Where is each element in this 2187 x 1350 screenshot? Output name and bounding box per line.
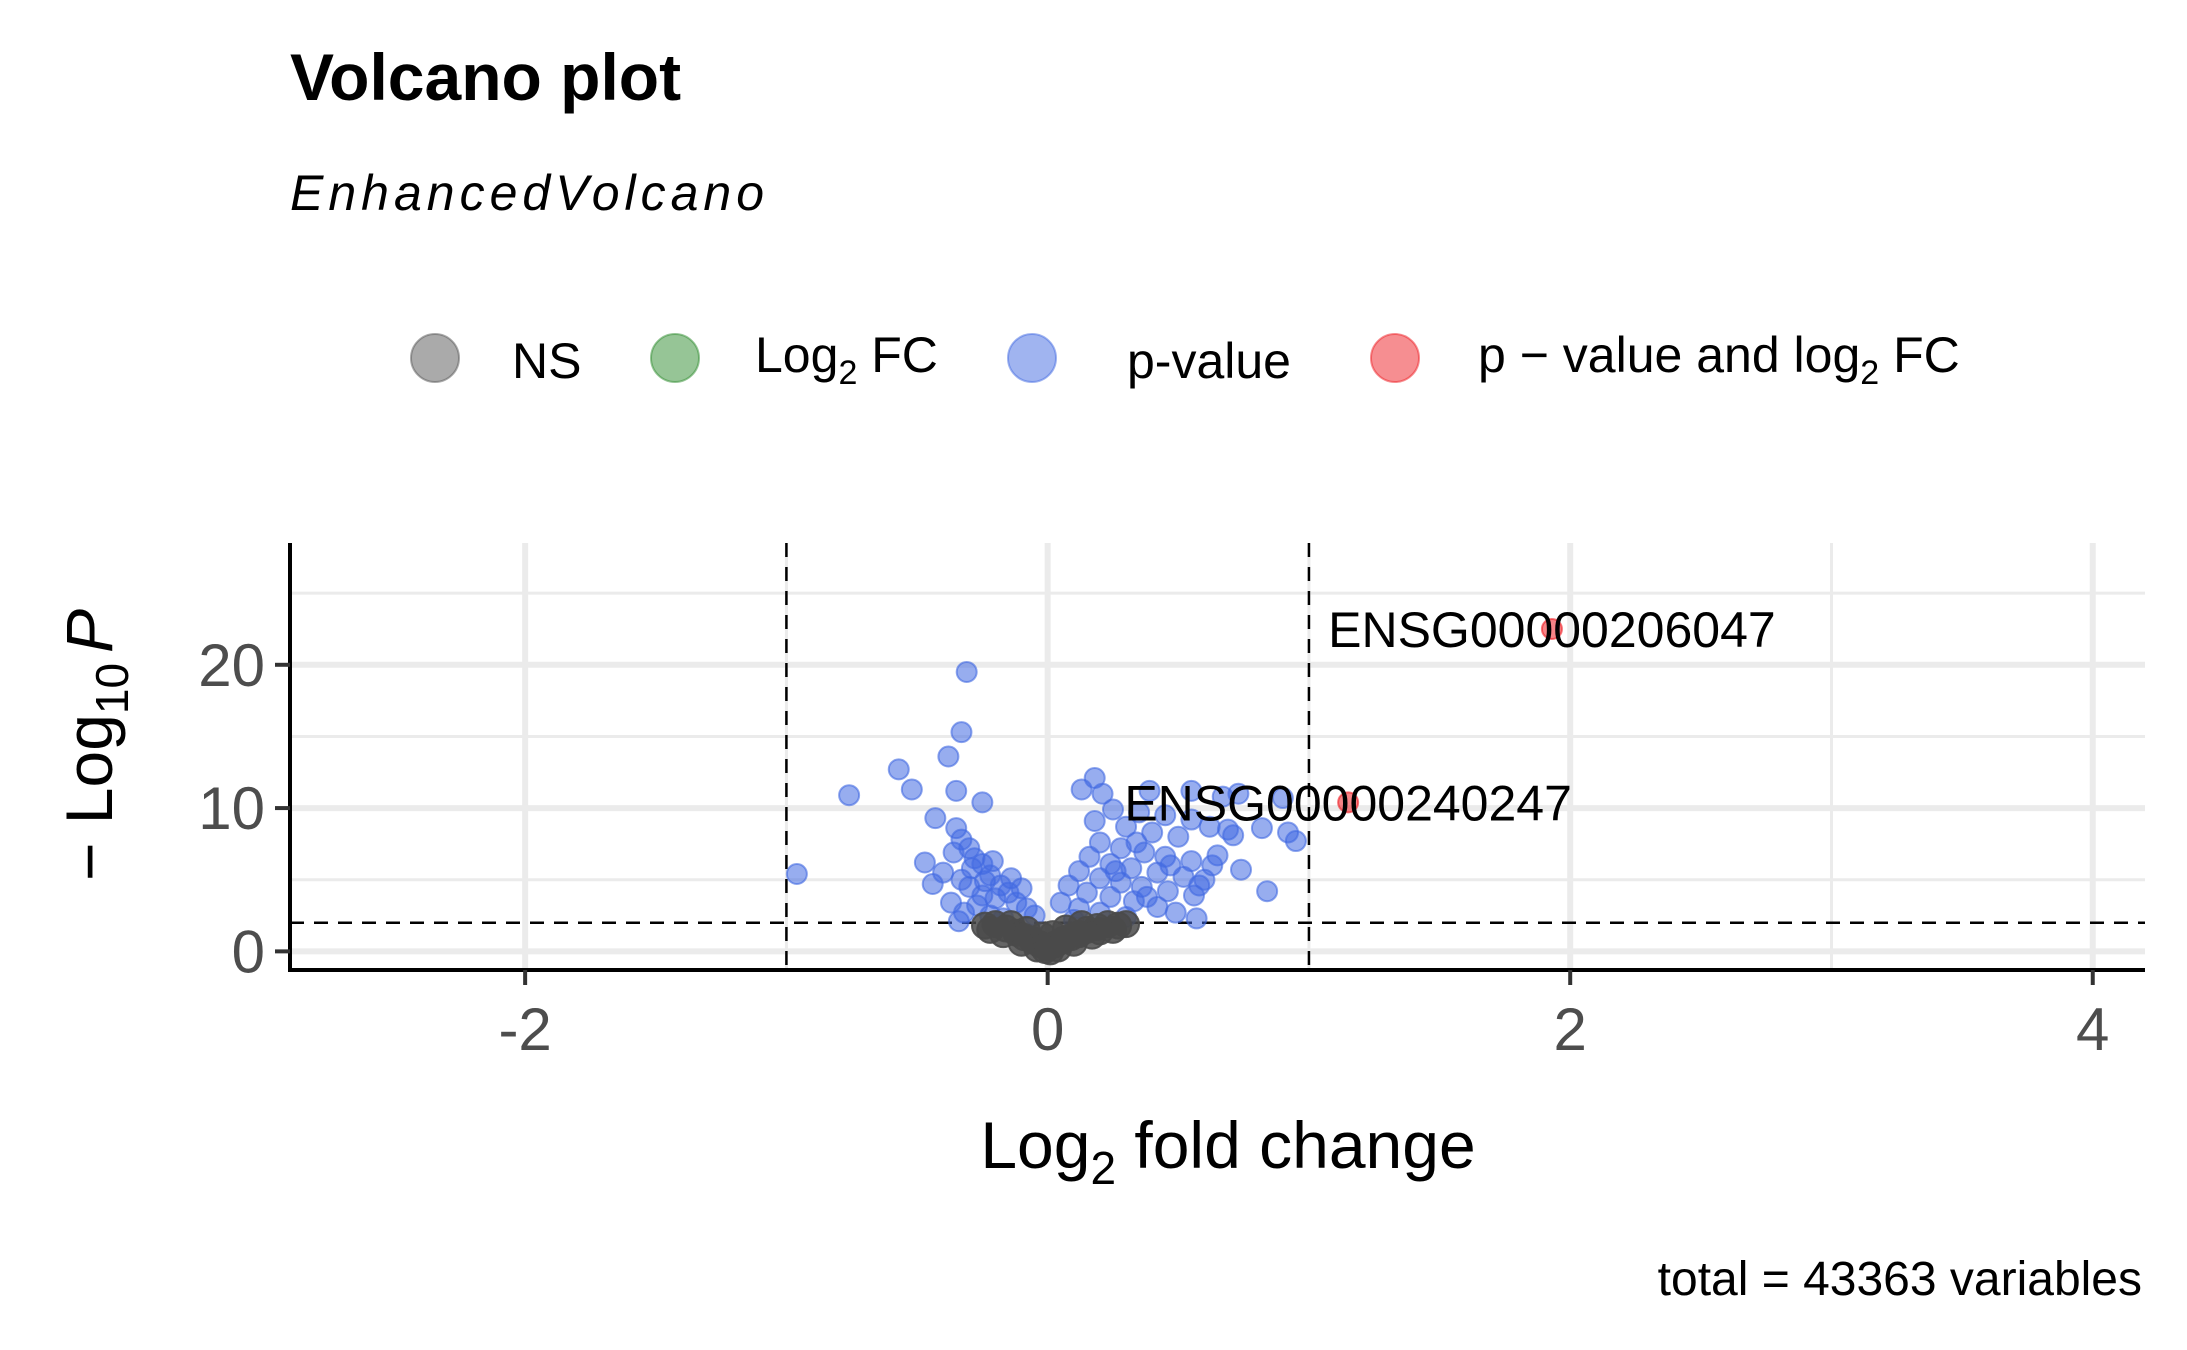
point-ns bbox=[1098, 915, 1127, 944]
legend-label-pvalue-and-log2fc-main: p − value and log bbox=[1478, 327, 1860, 383]
point-pvalue bbox=[1154, 804, 1177, 827]
point-labels: ENSG00000206047 ENSG00000240247 bbox=[1124, 602, 1775, 831]
point-pvalue bbox=[921, 873, 944, 896]
point-pvalue bbox=[1135, 885, 1158, 908]
y-tick-label: 20 bbox=[198, 632, 265, 699]
legend-label-pvalue-and-log2fc-rest: FC bbox=[1879, 327, 1960, 383]
legend-label-log2fc: Log2 FC bbox=[755, 327, 938, 392]
point-pvalue bbox=[1250, 817, 1273, 840]
x-tick-label: 2 bbox=[1554, 996, 1587, 1063]
chart-subtitle: EnhancedVolcano bbox=[290, 165, 769, 221]
cutoff-lines bbox=[290, 543, 2145, 970]
point-pvalue bbox=[1230, 858, 1253, 881]
legend-key-log2fc bbox=[650, 333, 700, 383]
legend: NS Log2 FC p-value p − value and log2 FC bbox=[410, 327, 1960, 392]
legend-label-pvalue-and-log2fc: p − value and log2 FC bbox=[1478, 327, 1960, 392]
legend-key-ns bbox=[410, 333, 460, 383]
legend-label-log2fc-rest: FC bbox=[857, 327, 938, 383]
y-axis-title: − Log10 P bbox=[52, 609, 138, 881]
point-pvalue bbox=[960, 857, 983, 880]
point-pvalue bbox=[913, 851, 936, 874]
point-pvalue bbox=[1083, 809, 1106, 832]
legend-item-log2fc: Log2 FC bbox=[650, 327, 938, 392]
x-axis-title-main: Log bbox=[980, 1108, 1090, 1182]
legend-label-pvalue: p-value bbox=[1127, 333, 1291, 389]
point-pvalue bbox=[1125, 831, 1148, 854]
point-pvalue bbox=[887, 758, 910, 781]
y-axis-title-sub: 10 bbox=[86, 663, 138, 714]
point-pvalue bbox=[1128, 801, 1151, 824]
legend-item-ns: NS bbox=[410, 333, 581, 389]
point-pvalue bbox=[1188, 874, 1211, 897]
point-pvalue bbox=[940, 891, 963, 914]
point-pvalue-and-log2fc bbox=[1337, 791, 1360, 814]
x-axis-title: Log2 fold change bbox=[980, 1108, 1475, 1194]
point-pvalue bbox=[1049, 891, 1072, 914]
point-pvalue bbox=[1101, 798, 1124, 821]
point-pvalue bbox=[981, 850, 1004, 873]
gene-label: ENSG00000240247 bbox=[1124, 775, 1572, 831]
point-pvalue bbox=[1010, 877, 1033, 900]
point-pvalue bbox=[955, 660, 978, 683]
point-pvalue bbox=[1104, 860, 1127, 883]
point-pvalue bbox=[1180, 779, 1203, 802]
legend-label-pvalue-and-log2fc-sub: 2 bbox=[1860, 354, 1879, 392]
point-pvalue bbox=[945, 779, 968, 802]
y-axis-title-italic: P bbox=[52, 609, 126, 653]
point-pvalue bbox=[1256, 880, 1279, 903]
chart-title: Volcano plot bbox=[290, 40, 681, 114]
point-pvalue bbox=[1167, 825, 1190, 848]
point-pvalue bbox=[1091, 782, 1114, 805]
chart-caption: total = 43363 variables bbox=[1658, 1253, 2142, 1306]
tick-labels: -2 0 2 4 0 10 20 bbox=[198, 632, 2109, 1063]
point-pvalue bbox=[1099, 885, 1122, 908]
point-pvalue bbox=[1138, 779, 1161, 802]
y-tick-label: 10 bbox=[198, 775, 265, 842]
x-tick-label: -2 bbox=[498, 996, 551, 1063]
point-pvalue bbox=[937, 745, 960, 768]
point-pvalue bbox=[838, 784, 861, 807]
x-axis-title-sub: 2 bbox=[1090, 1142, 1116, 1194]
legend-key-pvalue-and-log2fc bbox=[1370, 333, 1420, 383]
point-pvalue bbox=[947, 910, 970, 933]
point-pvalue bbox=[1159, 854, 1182, 877]
point-pvalue bbox=[971, 791, 994, 814]
x-axis-title-rest: fold change bbox=[1116, 1108, 1476, 1182]
y-axis-title-pre: − Log bbox=[52, 714, 126, 881]
x-tick-label: 4 bbox=[2076, 996, 2109, 1063]
legend-item-pvalue-and-log2fc: p − value and log2 FC bbox=[1370, 327, 1960, 392]
point-pvalue bbox=[1070, 778, 1093, 801]
point-pvalue bbox=[1271, 787, 1294, 810]
point-pvalue bbox=[1211, 785, 1234, 808]
point-pvalue bbox=[973, 870, 996, 893]
legend-label-log2fc-sub: 2 bbox=[838, 354, 857, 392]
point-pvalue bbox=[1277, 821, 1300, 844]
axes bbox=[275, 543, 2145, 985]
point-ns bbox=[976, 915, 1005, 944]
gene-label: ENSG00000206047 bbox=[1328, 602, 1776, 658]
point-pvalue bbox=[950, 721, 973, 744]
legend-item-pvalue: p-value bbox=[1007, 333, 1291, 389]
point-pvalue bbox=[1185, 907, 1208, 930]
point-pvalue bbox=[1206, 844, 1229, 867]
legend-label-ns: NS bbox=[512, 333, 581, 389]
point-pvalue bbox=[942, 841, 965, 864]
legend-label-log2fc-main: Log bbox=[755, 327, 838, 383]
x-tick-label: 0 bbox=[1031, 996, 1064, 1063]
point-pvalue bbox=[924, 807, 947, 830]
point-pvalue-and-log2fc bbox=[1540, 617, 1563, 640]
grid-lines bbox=[290, 543, 2145, 970]
y-tick-label: 0 bbox=[232, 918, 265, 985]
point-pvalue bbox=[1156, 880, 1179, 903]
legend-key-pvalue bbox=[1007, 333, 1057, 383]
point-pvalue bbox=[900, 778, 923, 801]
point-pvalue bbox=[785, 862, 808, 885]
point-pvalue bbox=[1164, 901, 1187, 924]
point-pvalue bbox=[1141, 821, 1164, 844]
point-pvalue bbox=[1115, 815, 1138, 838]
data-points bbox=[785, 617, 1563, 966]
point-pvalue bbox=[1222, 824, 1245, 847]
